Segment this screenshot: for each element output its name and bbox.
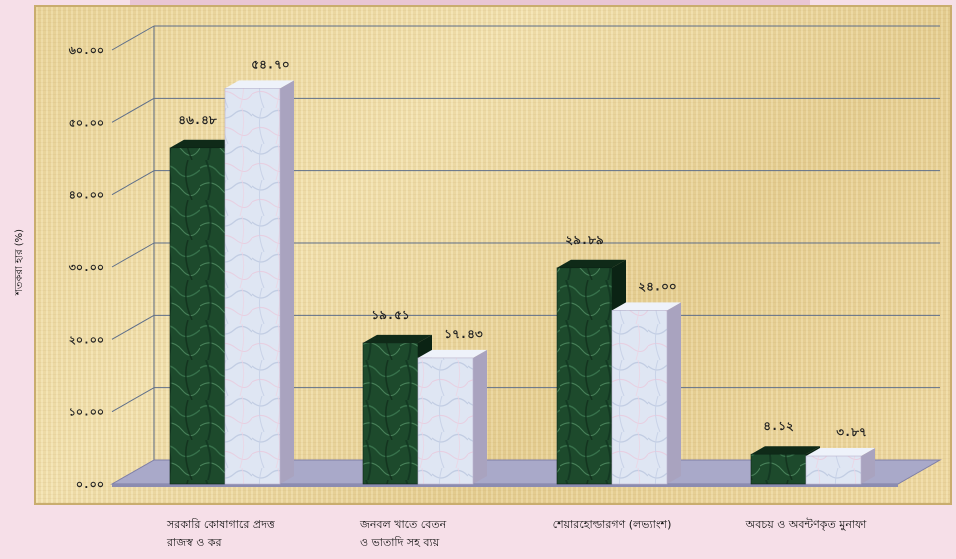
bar-top xyxy=(363,334,432,343)
bar-top xyxy=(751,446,820,455)
y-tick-label: ৫০.০০ xyxy=(69,116,104,129)
bar xyxy=(417,357,474,485)
side-gridline xyxy=(111,314,155,340)
top-strip xyxy=(130,0,810,6)
x-category-label: শেয়ারহোল্ডারগণ (লভ্যাংশ) xyxy=(553,518,672,531)
data-label: ১৭.৪৩ xyxy=(444,327,483,341)
bar-top xyxy=(418,349,487,358)
bar-side xyxy=(861,448,875,484)
y-tick-label: ০.০০ xyxy=(76,478,104,491)
bar xyxy=(556,267,613,485)
chart-floor-edge xyxy=(112,484,898,487)
data-label: ২৪.০০ xyxy=(638,279,676,293)
y-tick-label: ৪০.০০ xyxy=(69,189,104,202)
y-tick-label: ২০.০০ xyxy=(69,333,104,346)
side-gridline xyxy=(111,170,155,196)
bar xyxy=(611,310,668,485)
x-category-label: রাজস্ব ও কর xyxy=(166,536,223,549)
bar-side xyxy=(280,80,294,484)
side-gridline xyxy=(111,97,155,123)
bar xyxy=(224,88,281,485)
bar-top xyxy=(170,139,239,148)
x-category-label: অবচয় ও অবন্টণকৃত মুনাফা xyxy=(745,518,867,531)
bar xyxy=(805,455,862,485)
side-gridline xyxy=(111,25,155,51)
bar xyxy=(169,147,226,485)
data-label: ৩.৮৭ xyxy=(836,425,867,439)
bar xyxy=(750,453,807,485)
data-label: ৪৬.৪৮ xyxy=(178,113,217,127)
y-tick-label: ৬০.০০ xyxy=(69,44,104,57)
y-axis-title: শতকরা হার (%) xyxy=(14,229,25,296)
data-label: ৪.১২ xyxy=(763,419,794,433)
bar-top xyxy=(557,259,626,268)
x-category-label: সরকারি কোষাগারে প্রদত্ত xyxy=(166,518,276,531)
bar xyxy=(362,342,419,485)
x-category-label: জনবল খাতে বেতন xyxy=(359,518,447,531)
side-gridline xyxy=(111,387,155,413)
bar-top xyxy=(612,302,681,311)
bar-side xyxy=(473,349,487,484)
bar-top xyxy=(806,448,875,457)
y-tick-label: ১০.০০ xyxy=(69,406,104,419)
data-label: ৫৪.৭০ xyxy=(251,57,289,71)
side-gridline xyxy=(111,242,155,268)
bar-top xyxy=(225,80,294,89)
x-category-label: ও ভাতাদি সহ ব্যয় xyxy=(360,536,440,549)
y-tick-label: ৩০.০০ xyxy=(69,261,104,274)
data-label: ১৯.৫১ xyxy=(371,308,409,322)
data-label: ২৯.৮৯ xyxy=(565,233,604,247)
bar-side xyxy=(667,302,681,484)
